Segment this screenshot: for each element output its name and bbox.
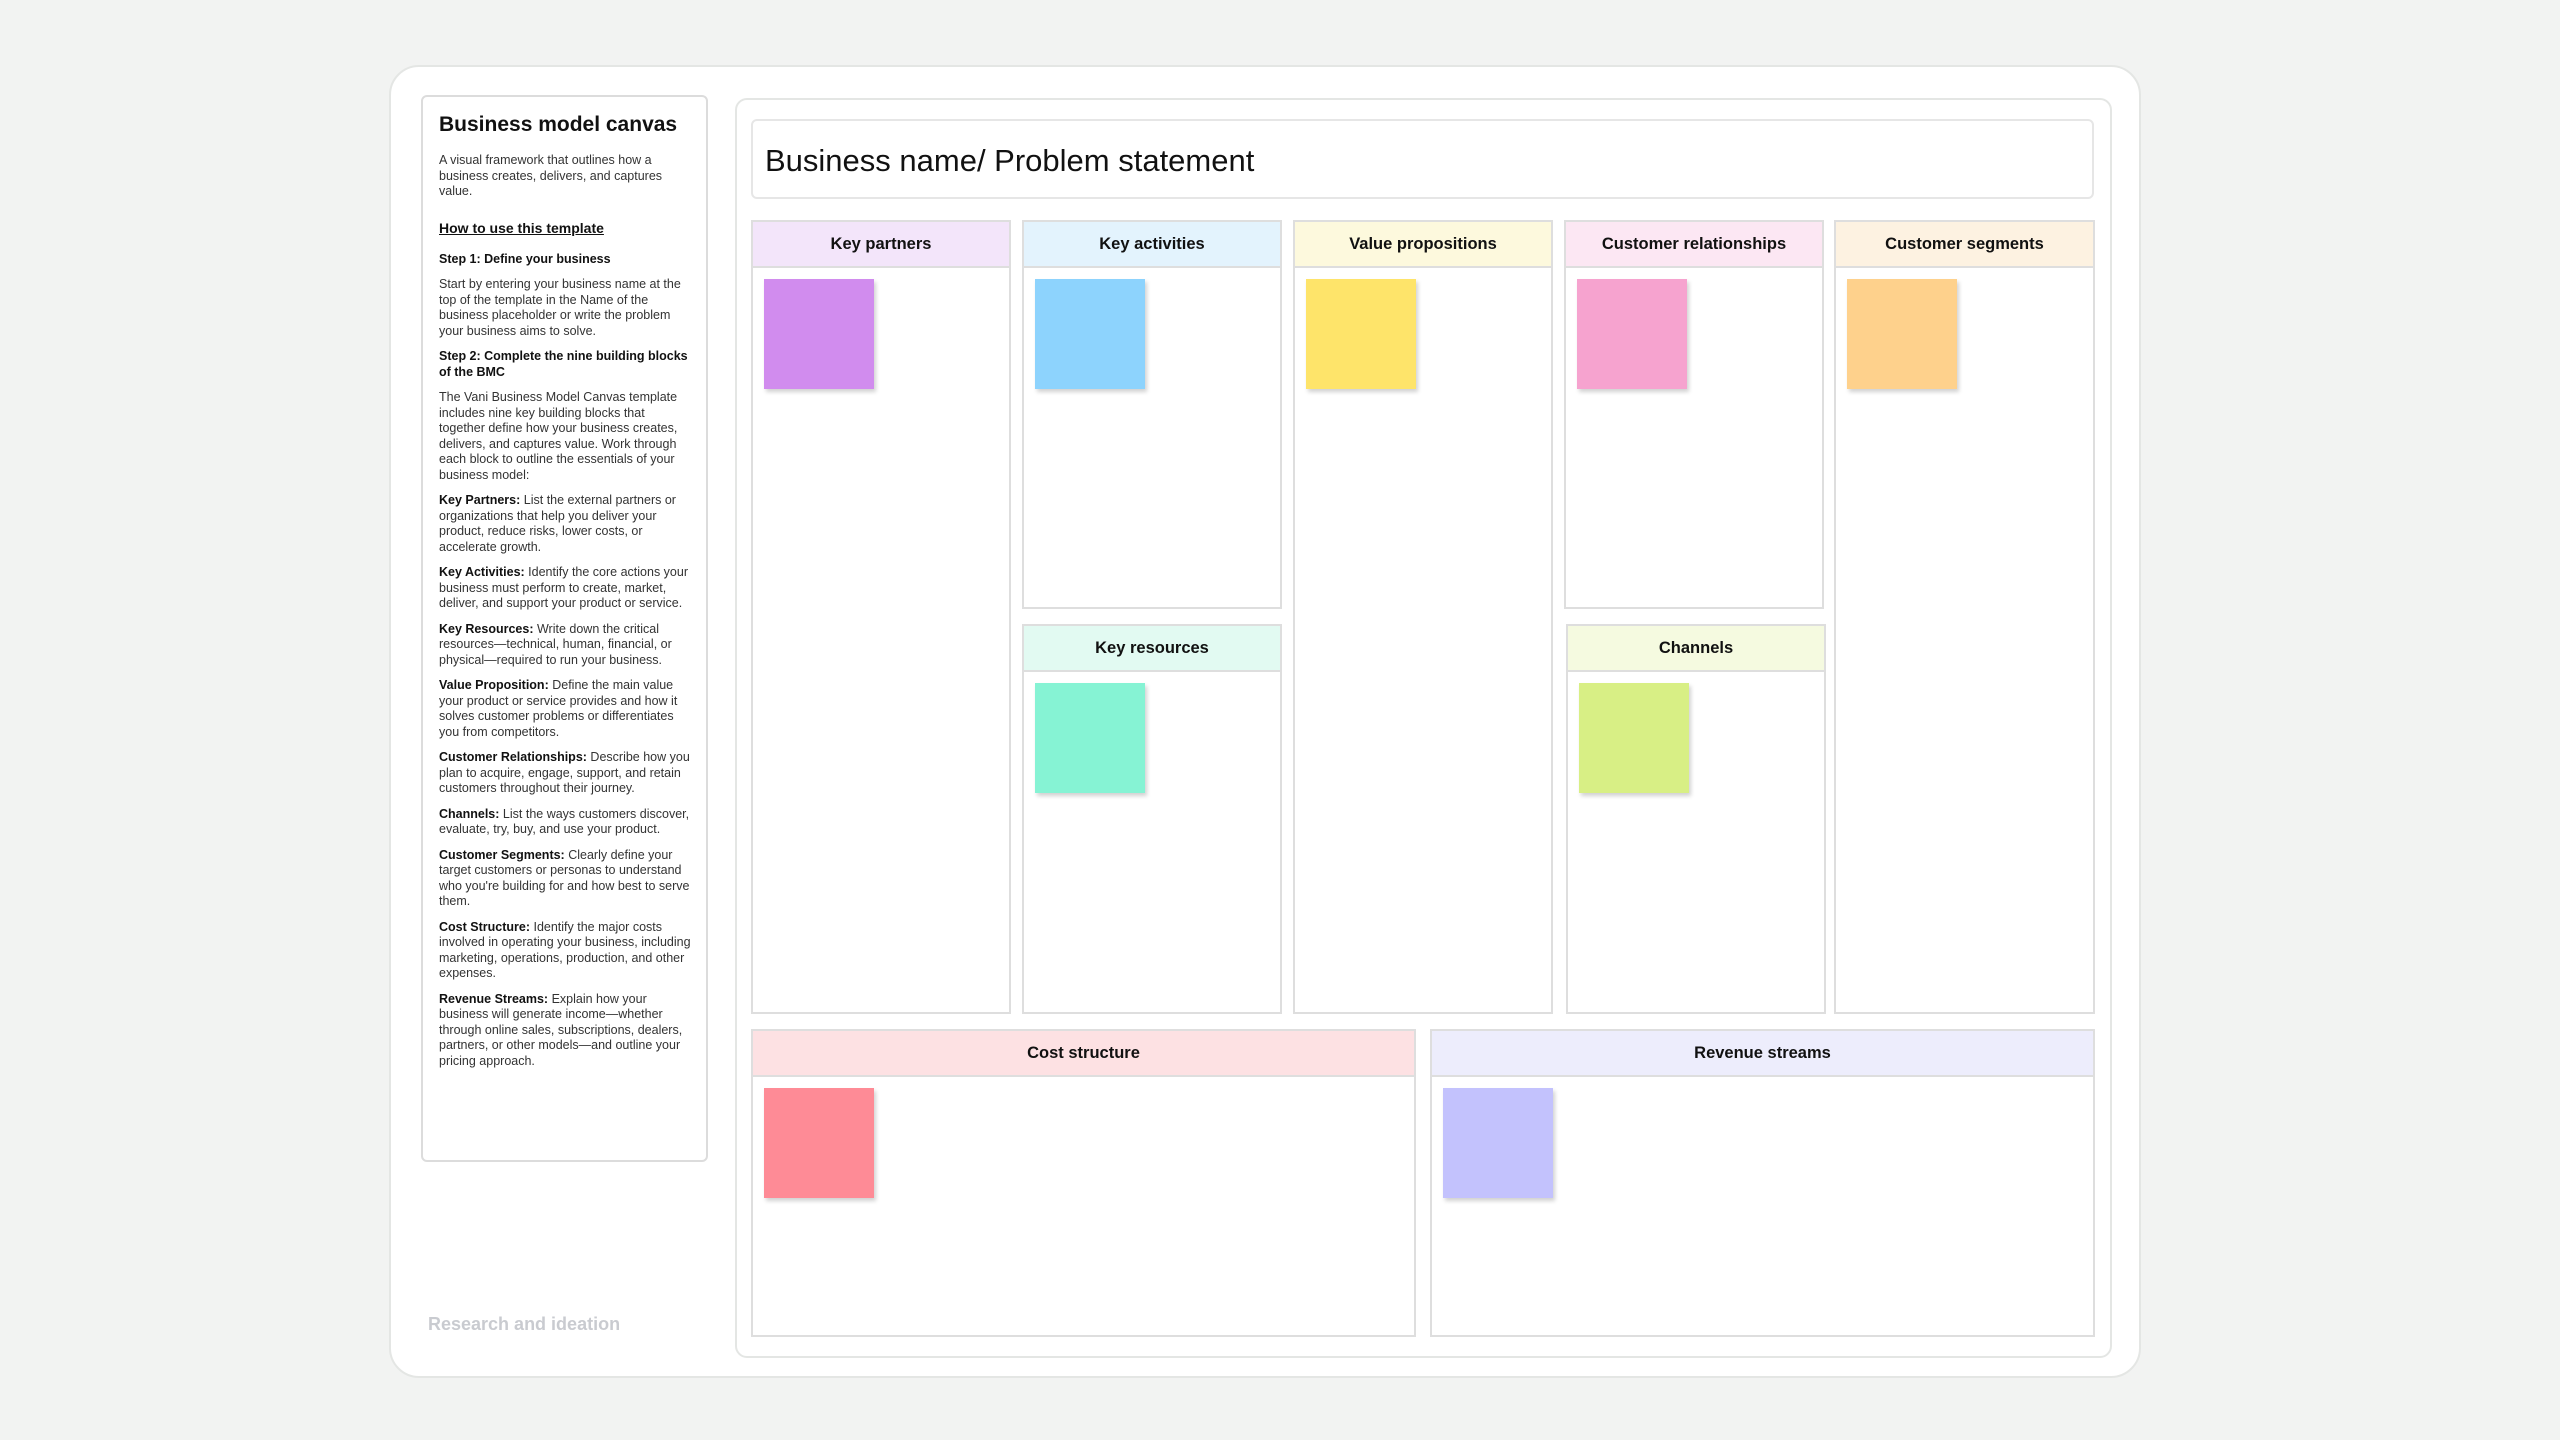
block-description: Key Partners: List the external partners… (439, 493, 692, 555)
block-description: Customer Segments: Clearly define your t… (439, 848, 692, 910)
canvas-block: Key partners (751, 220, 1011, 1014)
canvas-title[interactable]: Business name/ Problem statement (751, 119, 2094, 199)
block-term: Channels: (439, 806, 500, 821)
block-description: Cost Structure: Identify the major costs… (439, 920, 692, 982)
block-text: Clearly define your target customers or … (439, 847, 690, 909)
step-heading: Step 1: Define your business (439, 251, 611, 266)
block-term: Customer Relationships: (439, 750, 587, 764)
canvas-block: Value propositions (1293, 220, 1553, 1014)
block-text: Identify the major costs involved in ope… (439, 919, 691, 981)
block-header: Key partners (751, 220, 1011, 268)
block-header: Customer relationships (1564, 220, 1824, 268)
block-header: Channels (1566, 624, 1826, 672)
block-text: Explain how your business will generate … (439, 991, 683, 1068)
canvas-block: Channels (1566, 624, 1826, 1014)
block-description: Channels: List the ways customers discov… (439, 807, 692, 838)
block-text: Identify the core actions your business … (439, 565, 688, 610)
step-body: The Vani Business Model Canvas template … (439, 390, 678, 482)
sticky-note[interactable] (1035, 279, 1145, 389)
sticky-note[interactable] (1847, 279, 1957, 389)
description: A visual framework that outlines how a b… (439, 153, 663, 198)
canvas-block: Customer relationships (1564, 220, 1824, 609)
block-description: Revenue Streams: Explain how your busine… (439, 992, 692, 1070)
block-term: Key Activities: (439, 565, 525, 579)
sticky-note[interactable] (1306, 279, 1416, 389)
section-label: Research and ideation (428, 1314, 621, 1334)
block-text: Describe how you plan to acquire, engage… (439, 750, 690, 795)
block-text: List the external partners or organizati… (439, 493, 676, 554)
block-term: Key Resources: (439, 621, 534, 636)
step-heading: Step 2: Complete the nine building block… (439, 349, 688, 379)
block-text: Define the main value your product or se… (439, 678, 678, 739)
block-text: List the ways customers discover, evalua… (439, 806, 690, 837)
block-header: Revenue streams (1430, 1029, 2095, 1077)
block-header: Key resources (1022, 624, 1282, 672)
sticky-note[interactable] (1443, 1088, 1553, 1198)
block-term: Cost Structure: (439, 919, 530, 934)
instructions-panel: Business model canvas A visual framework… (421, 95, 708, 1162)
step-body: Start by entering your business name at … (439, 277, 681, 338)
panel-title: Business model canvas (439, 113, 678, 136)
sticky-note[interactable] (764, 1088, 874, 1198)
block-term: Customer Segments: (439, 847, 565, 862)
canvas-block: Key resources (1022, 624, 1282, 1014)
sticky-note[interactable] (764, 279, 874, 389)
how-to-link[interactable]: How to use this template (439, 219, 604, 236)
block-description: Key Activities: Identify the core action… (439, 565, 692, 612)
block-term: Revenue Streams: (439, 991, 549, 1006)
canvas-block: Key activities (1022, 220, 1282, 609)
block-description: Value Proposition: Define the main value… (439, 678, 692, 740)
canvas-block: Cost structure (751, 1029, 1416, 1337)
block-term: Key Partners: (439, 493, 521, 507)
steps: Step 1: Define your business Start by ent… (437, 252, 692, 1070)
canvas-block: Customer segments (1834, 220, 2095, 1014)
block-text: Write down the critical resources—techni… (439, 621, 672, 667)
block-description: Customer Relationships: Describe how you… (439, 750, 692, 797)
block-header: Customer segments (1834, 220, 2095, 268)
canvas-block: Revenue streams (1430, 1029, 2095, 1337)
sticky-note[interactable] (1577, 279, 1687, 389)
block-term: Value Proposition: (439, 678, 549, 692)
block-header: Cost structure (751, 1029, 1416, 1077)
block-header: Key activities (1022, 220, 1282, 268)
block-header: Value propositions (1293, 220, 1553, 268)
sticky-note[interactable] (1579, 683, 1689, 793)
sticky-note[interactable] (1035, 683, 1145, 793)
block-description: Key Resources: Write down the critical r… (439, 622, 692, 669)
